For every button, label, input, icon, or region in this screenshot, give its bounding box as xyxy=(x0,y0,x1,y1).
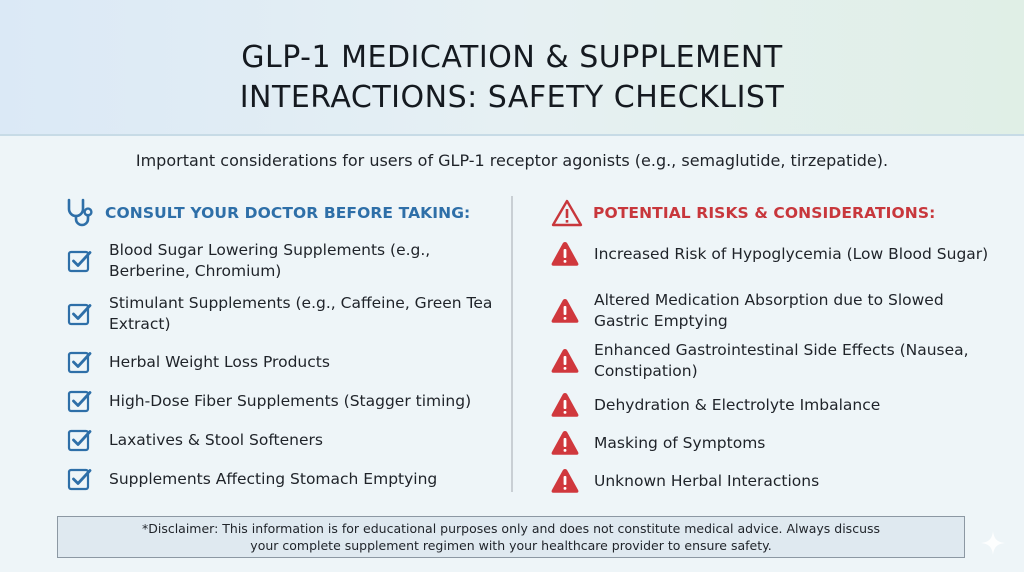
list-item-label: Enhanced Gastrointestinal Side Effects (… xyxy=(594,341,969,380)
list-item-label: Stimulant Supplements (e.g., Caffeine, G… xyxy=(109,294,493,333)
list-item: Dehydration & Electrolyte Imbalance xyxy=(550,391,990,419)
checkbox-checked-icon xyxy=(65,466,95,492)
list-item: Laxatives & Stool Softeners xyxy=(65,427,505,453)
warning-outline-icon xyxy=(550,196,584,230)
warning-filled-icon xyxy=(550,391,580,419)
checkbox-checked-icon xyxy=(65,301,95,327)
checkbox-checked-icon xyxy=(65,427,95,453)
list-item: High-Dose Fiber Supplements (Stagger tim… xyxy=(65,388,505,414)
list-item: Altered Medication Absorption due to Slo… xyxy=(550,290,990,332)
warning-filled-icon xyxy=(550,240,580,268)
disclaimer-box: *Disclaimer: This information is for edu… xyxy=(57,516,965,558)
header-banner: GLP-1 MEDICATION & SUPPLEMENT INTERACTIO… xyxy=(0,0,1024,136)
title-line-1: GLP-1 MEDICATION & SUPPLEMENT xyxy=(241,40,783,75)
warning-filled-icon xyxy=(550,429,580,457)
list-item-label: High-Dose Fiber Supplements (Stagger tim… xyxy=(109,391,472,410)
page-title: GLP-1 MEDICATION & SUPPLEMENT INTERACTIO… xyxy=(0,38,1024,118)
potential-risks-heading: POTENTIAL RISKS & CONSIDERATIONS: xyxy=(550,196,990,230)
potential-risks-heading-text: POTENTIAL RISKS & CONSIDERATIONS: xyxy=(593,204,936,222)
list-item-label: Laxatives & Stool Softeners xyxy=(109,430,323,449)
disclaimer-line-1: *Disclaimer: This information is for edu… xyxy=(141,521,881,536)
sparkle-icon xyxy=(981,531,1005,555)
list-item: Increased Risk of Hypoglycemia (Low Bloo… xyxy=(550,240,990,268)
stethoscope-icon xyxy=(62,196,96,230)
list-item-label: Masking of Symptoms xyxy=(594,433,766,452)
list-item-label: Supplements Affecting Stomach Emptying xyxy=(109,469,438,488)
list-item-label: Herbal Weight Loss Products xyxy=(109,352,330,371)
list-item: Masking of Symptoms xyxy=(550,429,990,457)
warning-filled-icon xyxy=(550,297,580,325)
list-item-label: Increased Risk of Hypoglycemia (Low Bloo… xyxy=(594,244,989,263)
title-line-2: INTERACTIONS: SAFETY CHECKLIST xyxy=(239,80,785,115)
consult-doctor-heading: CONSULT YOUR DOCTOR BEFORE TAKING: xyxy=(62,196,502,230)
list-item: Supplements Affecting Stomach Emptying xyxy=(65,466,505,492)
checkbox-checked-icon xyxy=(65,388,95,414)
potential-risks-column: POTENTIAL RISKS & CONSIDERATIONS: Increa… xyxy=(550,196,990,493)
list-item-label: Blood Sugar Lowering Supplements (e.g., … xyxy=(109,241,431,280)
list-item-label: Altered Medication Absorption due to Slo… xyxy=(594,291,944,330)
warning-filled-icon xyxy=(550,347,580,375)
list-item-label: Unknown Herbal Interactions xyxy=(594,471,820,490)
consult-doctor-heading-text: CONSULT YOUR DOCTOR BEFORE TAKING: xyxy=(105,204,471,222)
subtitle: Important considerations for users of GL… xyxy=(135,151,889,170)
list-item: Enhanced Gastrointestinal Side Effects (… xyxy=(550,340,990,382)
column-divider xyxy=(511,196,513,492)
list-item: Blood Sugar Lowering Supplements (e.g., … xyxy=(65,240,505,282)
checkbox-checked-icon xyxy=(65,349,95,375)
consult-doctor-column: CONSULT YOUR DOCTOR BEFORE TAKING: Blood… xyxy=(62,196,502,491)
warning-filled-icon xyxy=(550,467,580,495)
list-item-label: Dehydration & Electrolyte Imbalance xyxy=(594,395,881,414)
list-item: Stimulant Supplements (e.g., Caffeine, G… xyxy=(65,293,505,335)
list-item: Herbal Weight Loss Products xyxy=(65,349,505,375)
list-item: Unknown Herbal Interactions xyxy=(550,467,990,495)
disclaimer-line-2: your complete supplement regimen with yo… xyxy=(250,538,772,553)
checkbox-checked-icon xyxy=(65,248,95,274)
